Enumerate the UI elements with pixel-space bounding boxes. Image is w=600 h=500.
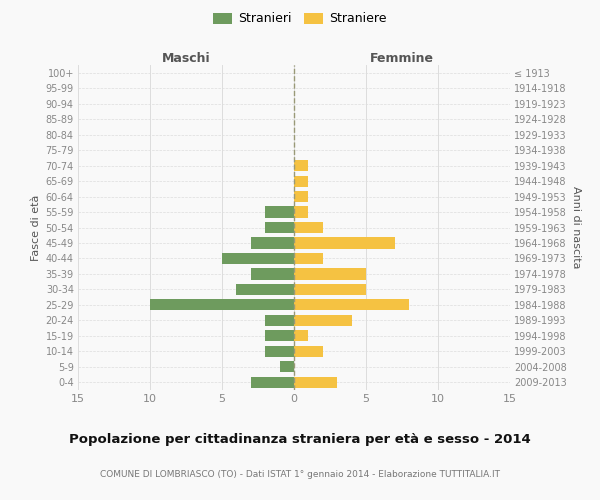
- Bar: [265, 330, 294, 342]
- Bar: [265, 346, 294, 357]
- Bar: [294, 376, 337, 388]
- Bar: [294, 206, 308, 218]
- Bar: [294, 330, 308, 342]
- Y-axis label: Fasce di età: Fasce di età: [31, 194, 41, 260]
- Bar: [265, 222, 294, 233]
- Bar: [251, 238, 294, 248]
- Legend: Stranieri, Straniere: Stranieri, Straniere: [209, 8, 391, 29]
- Y-axis label: Anni di nascita: Anni di nascita: [571, 186, 581, 269]
- Text: COMUNE DI LOMBRIASCO (TO) - Dati ISTAT 1° gennaio 2014 - Elaborazione TUTTITALIA: COMUNE DI LOMBRIASCO (TO) - Dati ISTAT 1…: [100, 470, 500, 479]
- Bar: [236, 284, 294, 295]
- Bar: [294, 253, 323, 264]
- Bar: [280, 361, 294, 372]
- Bar: [294, 315, 352, 326]
- Text: Femmine: Femmine: [370, 52, 434, 65]
- Bar: [294, 346, 323, 357]
- Bar: [294, 222, 323, 233]
- Text: Maschi: Maschi: [161, 52, 211, 65]
- Bar: [265, 315, 294, 326]
- Bar: [294, 284, 366, 295]
- Bar: [294, 238, 395, 248]
- Bar: [150, 300, 294, 310]
- Bar: [294, 160, 308, 171]
- Bar: [294, 191, 308, 202]
- Bar: [294, 268, 366, 280]
- Bar: [222, 253, 294, 264]
- Bar: [294, 176, 308, 186]
- Bar: [251, 376, 294, 388]
- Bar: [265, 206, 294, 218]
- Bar: [294, 300, 409, 310]
- Bar: [251, 268, 294, 280]
- Text: Popolazione per cittadinanza straniera per età e sesso - 2014: Popolazione per cittadinanza straniera p…: [69, 432, 531, 446]
